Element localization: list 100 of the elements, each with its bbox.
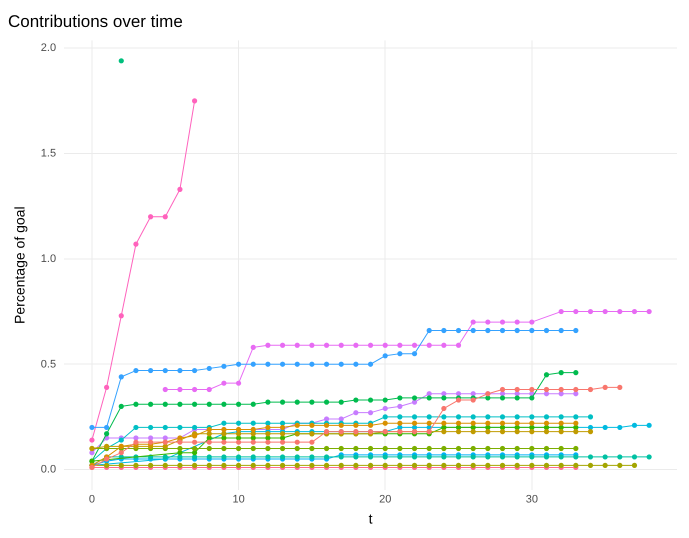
- point: [470, 328, 476, 334]
- point: [500, 446, 506, 452]
- point: [309, 342, 314, 348]
- point: [309, 362, 314, 367]
- point: [382, 420, 388, 426]
- point: [338, 446, 344, 452]
- point: [324, 362, 330, 367]
- point: [617, 462, 622, 468]
- point: [397, 404, 402, 409]
- point: [162, 462, 168, 468]
- point: [485, 446, 490, 452]
- point: [353, 342, 358, 348]
- point: [573, 370, 578, 376]
- point: [529, 420, 534, 426]
- point: [558, 370, 564, 376]
- point: [324, 446, 330, 452]
- point: [602, 308, 608, 314]
- y-tick-label: 0.5: [40, 358, 56, 370]
- point: [573, 328, 578, 334]
- point: [265, 462, 271, 468]
- point: [617, 424, 622, 430]
- point: [250, 344, 256, 350]
- point: [148, 424, 154, 430]
- point: [544, 454, 550, 460]
- point: [250, 446, 256, 452]
- point: [573, 462, 578, 468]
- point: [500, 386, 506, 392]
- chart-title: Contributions over time: [8, 12, 183, 31]
- point: [514, 454, 520, 460]
- point: [426, 391, 432, 396]
- point: [353, 462, 358, 468]
- point: [485, 454, 490, 460]
- point: [192, 98, 198, 104]
- point: [602, 454, 608, 460]
- point: [441, 462, 446, 468]
- point: [441, 429, 446, 434]
- point: [250, 362, 256, 367]
- point: [500, 420, 506, 426]
- point: [397, 454, 402, 460]
- point: [573, 414, 578, 420]
- point: [470, 319, 476, 325]
- point: [162, 424, 168, 430]
- point: [221, 380, 227, 386]
- point: [324, 462, 330, 468]
- point: [250, 402, 256, 407]
- point: [236, 446, 242, 452]
- point: [500, 328, 506, 334]
- point: [280, 400, 286, 405]
- point: [148, 368, 154, 374]
- point: [632, 462, 638, 468]
- point: [558, 420, 564, 426]
- point: [368, 362, 374, 367]
- point: [456, 328, 462, 334]
- point: [265, 400, 271, 405]
- point: [558, 328, 564, 334]
- point: [412, 395, 418, 401]
- point: [177, 368, 183, 374]
- point: [470, 454, 476, 460]
- point: [148, 462, 154, 468]
- point: [470, 446, 476, 452]
- point: [500, 414, 506, 420]
- point: [588, 308, 594, 314]
- point: [529, 386, 534, 392]
- point: [646, 308, 652, 314]
- point: [162, 214, 168, 220]
- point: [514, 386, 520, 392]
- point: [456, 446, 462, 452]
- point: [588, 429, 594, 434]
- point: [426, 342, 432, 348]
- point: [294, 342, 300, 348]
- point: [236, 420, 242, 426]
- point: [265, 440, 271, 445]
- point: [177, 386, 183, 392]
- point: [456, 420, 462, 426]
- point: [470, 429, 476, 434]
- point: [104, 384, 110, 390]
- point: [294, 446, 300, 452]
- point: [309, 446, 314, 452]
- point: [177, 402, 183, 407]
- point: [441, 395, 446, 401]
- x-tick-label: 30: [526, 494, 538, 506]
- point: [544, 446, 550, 452]
- point: [426, 462, 432, 468]
- point: [192, 368, 198, 374]
- point: [236, 402, 242, 407]
- point: [485, 414, 490, 420]
- point: [206, 386, 212, 392]
- point: [456, 414, 462, 420]
- point: [573, 308, 578, 314]
- point: [558, 386, 564, 392]
- point: [221, 446, 227, 452]
- point: [441, 454, 446, 460]
- point: [412, 462, 418, 468]
- point: [353, 397, 358, 403]
- point: [646, 454, 652, 460]
- point: [221, 462, 227, 468]
- point: [617, 454, 622, 460]
- point: [412, 454, 418, 460]
- point: [500, 319, 506, 325]
- point: [397, 395, 402, 401]
